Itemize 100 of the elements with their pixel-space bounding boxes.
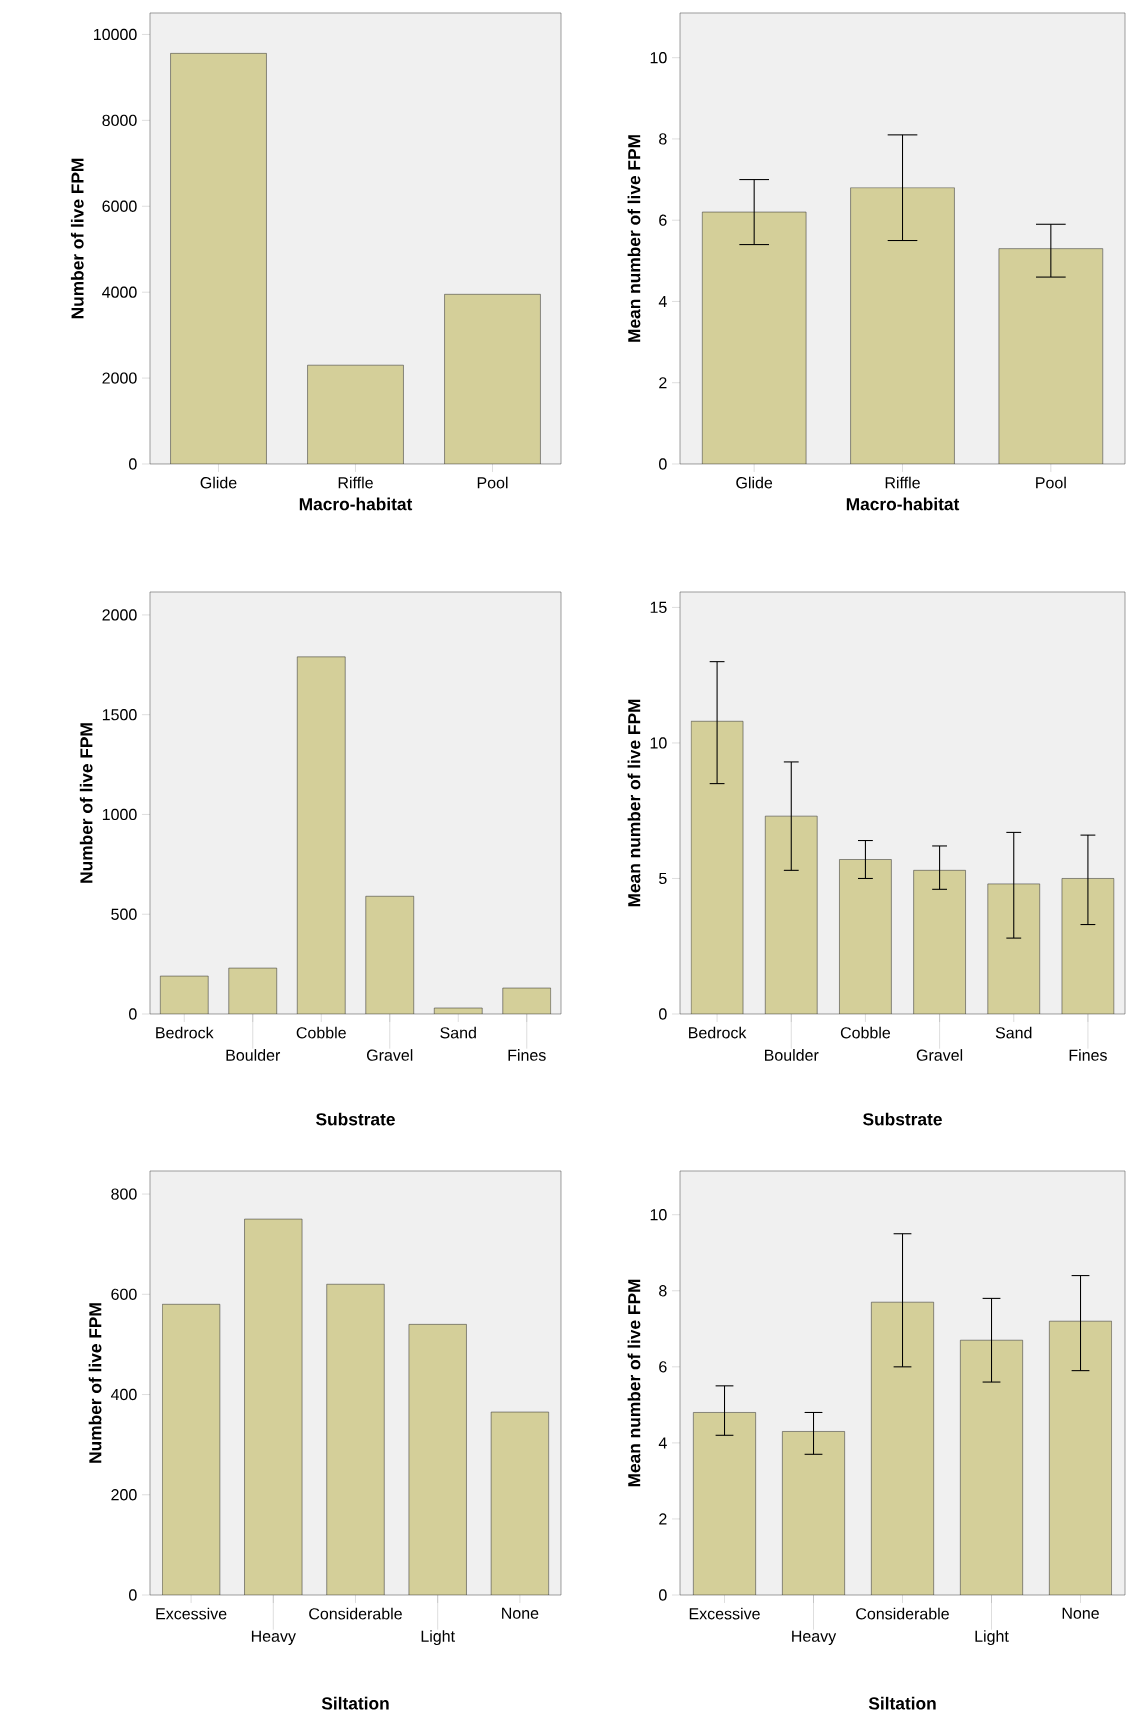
x-axis-title: Substrate <box>316 1112 395 1126</box>
y-tick-label: 0 <box>659 1008 667 1020</box>
y-tick-label: 600 <box>111 1288 137 1300</box>
y-tick-label: 6 <box>659 1361 667 1373</box>
bar <box>244 1219 303 1595</box>
x-tick-label: Cobble <box>840 1026 891 1039</box>
x-tick-label: Cobble <box>296 1026 346 1039</box>
bar <box>701 211 807 464</box>
x-axis-title: Macro-habitat <box>299 497 413 511</box>
x-tick-label: Riffle <box>885 476 920 489</box>
bar <box>502 987 551 1014</box>
x-axis-title: Siltation <box>868 1696 936 1710</box>
y-tick-label: 2000 <box>102 609 137 621</box>
bar <box>693 1412 756 1595</box>
y-axis-title: Mean number of live FPM <box>627 135 641 342</box>
y-tick-label: 0 <box>129 458 137 470</box>
y-axis-title: Number of live FPM <box>88 1303 102 1463</box>
x-axis-title: Siltation <box>321 1696 389 1710</box>
y-tick-label: 0 <box>659 458 667 470</box>
bar <box>782 1431 845 1595</box>
x-tick-label: Light <box>975 1630 1009 1646</box>
y-tick-label: 10 <box>650 1209 667 1221</box>
y-tick-label: 1000 <box>102 808 137 821</box>
y-tick-label: 10 <box>650 737 667 749</box>
bar <box>987 883 1040 1014</box>
y-tick-label: 6 <box>659 214 667 226</box>
x-axis-title: Substrate <box>863 1112 942 1126</box>
x-tick-label: None <box>502 1607 539 1619</box>
x-tick-label: Bedrock <box>156 1026 214 1039</box>
y-tick-label: 8000 <box>102 114 137 127</box>
y-tick-label: 0 <box>129 1589 137 1601</box>
y-axis-title: Mean number of live FPM <box>627 699 641 907</box>
x-tick-label: Boulder <box>226 1049 281 1061</box>
y-tick-label: 6000 <box>102 200 137 212</box>
x-tick-label: Excessive <box>156 1607 227 1620</box>
bar <box>408 1324 467 1595</box>
x-tick-label: Fines <box>1069 1049 1107 1061</box>
x-tick-label: Sand <box>440 1026 476 1039</box>
y-axis-title: Number of live FPM <box>70 158 84 319</box>
x-tick-label: Gravel <box>366 1049 413 1061</box>
bar <box>998 248 1104 464</box>
bar <box>444 294 541 464</box>
bar <box>170 53 267 464</box>
y-tick-label: 4000 <box>102 286 137 298</box>
bar <box>326 1284 385 1595</box>
bar <box>913 870 966 1014</box>
y-tick-label: 0 <box>129 1008 137 1020</box>
y-axis-title: Mean number of live FPM <box>627 1279 641 1487</box>
y-tick-label: 10 <box>650 52 667 64</box>
x-tick-label: Sand <box>995 1026 1032 1039</box>
x-tick-label: Bedrock <box>689 1026 747 1039</box>
bar <box>434 1007 483 1014</box>
x-tick-label: Gravel <box>916 1049 963 1061</box>
x-tick-label: Glide <box>736 476 773 489</box>
x-axis-title: Macro-habitat <box>846 497 960 511</box>
y-tick-label: 8 <box>659 1285 667 1297</box>
y-axis-title: Number of live FPM <box>79 723 93 883</box>
bar <box>690 721 744 1014</box>
x-tick-label: Heavy <box>792 1630 837 1646</box>
bar <box>765 815 818 1014</box>
x-tick-label: Boulder <box>765 1049 819 1061</box>
x-tick-label: Pool <box>1036 476 1066 489</box>
x-tick-label: Considerable <box>309 1607 402 1620</box>
bar <box>871 1302 934 1595</box>
x-tick-label: Light <box>421 1630 455 1646</box>
bar <box>228 967 277 1014</box>
y-tick-label: 1500 <box>102 709 137 721</box>
y-tick-label: 200 <box>111 1489 137 1501</box>
y-tick-label: 10000 <box>94 28 137 41</box>
y-tick-label: 500 <box>111 908 137 920</box>
y-tick-label: 800 <box>111 1188 137 1200</box>
y-tick-label: 400 <box>110 1388 137 1401</box>
y-tick-label: 2 <box>659 1513 667 1525</box>
x-tick-label: Heavy <box>251 1630 296 1646</box>
bar <box>850 187 955 464</box>
bar <box>365 896 414 1014</box>
x-tick-label: Fines <box>508 1049 546 1061</box>
y-tick-label: 4 <box>658 1437 667 1449</box>
y-tick-label: 5 <box>659 872 667 885</box>
y-tick-label: 4 <box>658 295 667 307</box>
bar <box>1061 878 1115 1014</box>
x-tick-label: Glide <box>200 476 237 489</box>
y-tick-label: 8 <box>659 133 667 145</box>
x-tick-label: Pool <box>477 476 508 489</box>
y-tick-label: 0 <box>659 1589 667 1601</box>
bar <box>307 364 404 464</box>
x-tick-label: None <box>1062 1607 1099 1619</box>
x-tick-label: Riffle <box>338 476 373 489</box>
y-tick-label: 2 <box>659 377 667 389</box>
bar <box>960 1340 1023 1595</box>
y-tick-label: 15 <box>650 601 667 614</box>
bar <box>490 1411 549 1595</box>
bar <box>1049 1320 1112 1595</box>
y-tick-label: 2000 <box>102 372 137 384</box>
x-tick-label: Excessive <box>689 1607 760 1620</box>
x-tick-label: Considerable <box>856 1607 949 1620</box>
bar <box>297 656 346 1014</box>
bar <box>839 859 892 1014</box>
bar <box>162 1304 220 1595</box>
bar <box>160 975 209 1014</box>
